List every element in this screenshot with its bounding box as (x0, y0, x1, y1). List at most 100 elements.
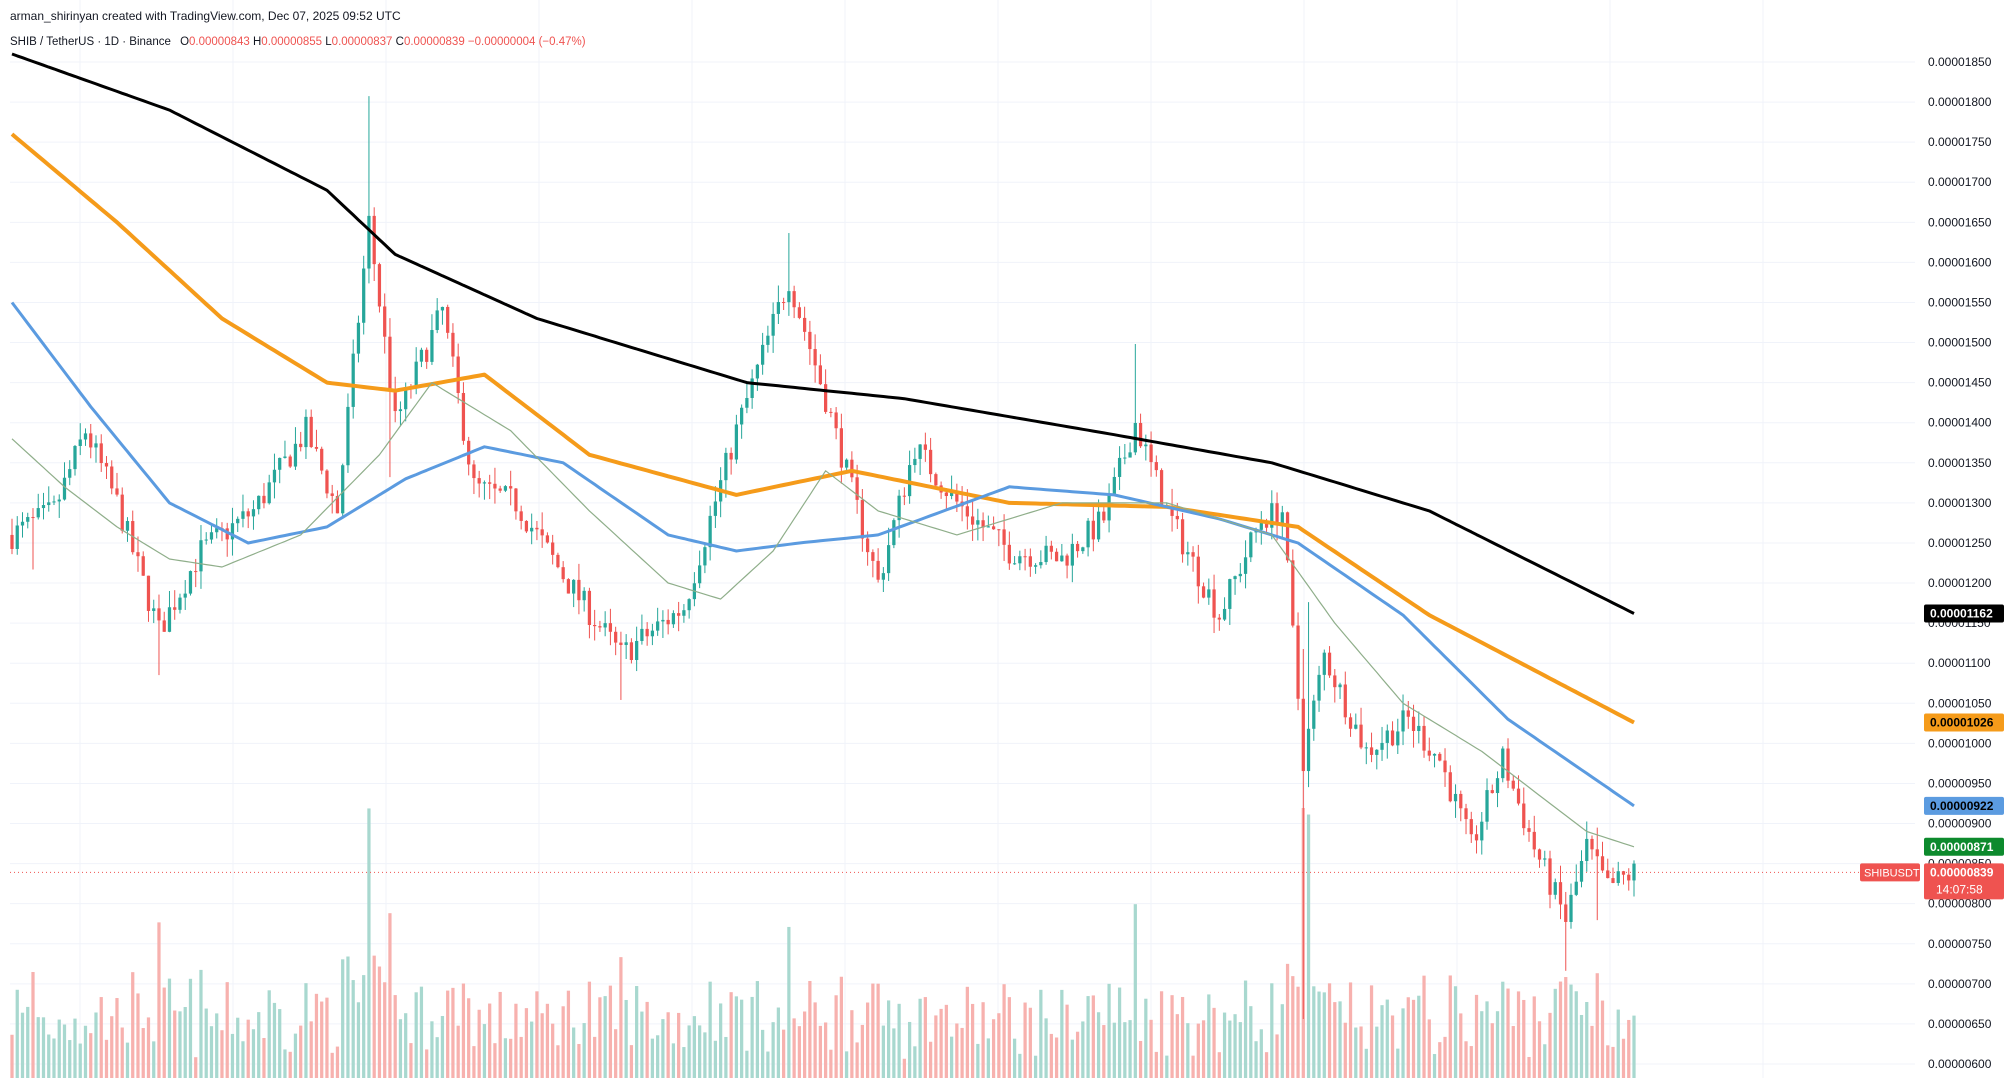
candle-body[interactable] (241, 511, 245, 519)
candle-body[interactable] (724, 452, 728, 481)
candle-body[interactable] (1537, 849, 1542, 860)
candle-body[interactable] (157, 608, 161, 621)
candle-body[interactable] (1448, 772, 1452, 802)
candle-body[interactable] (251, 509, 256, 517)
candle-body[interactable] (1138, 422, 1143, 447)
candle-body[interactable] (115, 488, 119, 495)
candle-body[interactable] (1102, 511, 1106, 521)
candle-body[interactable] (892, 520, 896, 546)
candle-body[interactable] (62, 477, 67, 500)
candle-body[interactable] (1054, 551, 1059, 562)
candle-body[interactable] (346, 406, 350, 466)
candle-body[interactable] (1191, 552, 1195, 557)
candle-body[interactable] (661, 619, 665, 622)
candle-body[interactable] (309, 416, 313, 447)
candle-body[interactable] (871, 552, 875, 561)
candle-body[interactable] (1196, 556, 1200, 587)
candle-body[interactable] (1532, 831, 1536, 850)
candle-body[interactable] (1558, 882, 1563, 905)
candle-body[interactable] (36, 508, 40, 518)
candle-body[interactable] (1506, 748, 1510, 781)
candle-body[interactable] (141, 556, 145, 576)
candle-body[interactable] (545, 535, 550, 543)
candle-body[interactable] (729, 452, 733, 460)
candle-body[interactable] (991, 526, 996, 530)
symbol-line[interactable]: SHIB / TetherUS · 1D · Binance (10, 36, 171, 48)
candle-body[interactable] (656, 621, 660, 631)
candle-body[interactable] (1438, 753, 1442, 761)
candle-body[interactable] (614, 631, 618, 643)
candle-body[interactable] (446, 306, 450, 333)
candle-body[interactable] (304, 416, 308, 448)
candle-body[interactable] (1096, 511, 1101, 540)
candle-body[interactable] (262, 495, 266, 504)
candle-body[interactable] (1039, 562, 1043, 566)
candle-body[interactable] (1343, 684, 1347, 718)
candle-body[interactable] (209, 532, 214, 540)
candle-body[interactable] (844, 459, 849, 468)
candle-body[interactable] (440, 306, 445, 311)
candle-body[interactable] (120, 494, 124, 531)
candle-body[interactable] (435, 310, 439, 331)
candle-body[interactable] (997, 529, 1001, 531)
candle-body[interactable] (740, 407, 744, 425)
candle-body[interactable] (755, 364, 760, 379)
candle-body[interactable] (593, 624, 597, 627)
candle-body[interactable] (1390, 730, 1395, 746)
candle-body[interactable] (325, 470, 329, 494)
candle-body[interactable] (215, 528, 219, 533)
candle-body[interactable] (377, 264, 382, 307)
candle-body[interactable] (839, 428, 843, 468)
candle-body[interactable] (687, 599, 691, 611)
candle-body[interactable] (99, 443, 103, 464)
candle-body[interactable] (792, 291, 796, 308)
candle-body[interactable] (356, 322, 361, 354)
candle-body[interactable] (540, 529, 544, 536)
candle-body[interactable] (650, 630, 655, 637)
candle-body[interactable] (173, 607, 177, 610)
candle-body[interactable] (813, 349, 817, 366)
candle-body[interactable] (803, 317, 807, 332)
candle-body[interactable] (1243, 557, 1248, 574)
candle-body[interactable] (477, 478, 481, 484)
candle-body[interactable] (230, 523, 235, 540)
candle-body[interactable] (860, 499, 864, 539)
candle-body[interactable] (299, 443, 303, 448)
candle-body[interactable] (236, 518, 240, 524)
candle-body[interactable] (1306, 728, 1311, 772)
candle-body[interactable] (582, 590, 586, 601)
candle-body[interactable] (934, 474, 938, 486)
candle-body[interactable] (745, 397, 749, 408)
candle-body[interactable] (451, 332, 455, 357)
candle-body[interactable] (703, 547, 707, 566)
candle-body[interactable] (425, 349, 429, 362)
candle-body[interactable] (1123, 457, 1127, 459)
candle-body[interactable] (1385, 730, 1389, 743)
candle-body[interactable] (199, 540, 203, 572)
candle-body[interactable] (1511, 780, 1515, 789)
candle-body[interactable] (320, 448, 324, 471)
candle-body[interactable] (1553, 882, 1557, 895)
candle-body[interactable] (152, 608, 156, 611)
candle-body[interactable] (1595, 849, 1599, 857)
candle-body[interactable] (1369, 747, 1374, 755)
candle-body[interactable] (776, 302, 781, 314)
candle-body[interactable] (267, 482, 271, 504)
candle-body[interactable] (782, 302, 786, 304)
candle-body[interactable] (1621, 871, 1626, 875)
candle-body[interactable] (530, 527, 534, 532)
candle-body[interactable] (178, 597, 182, 610)
candle-body[interactable] (1443, 760, 1447, 773)
candle-body[interactable] (146, 575, 151, 611)
candle-body[interactable] (551, 542, 555, 555)
candle-body[interactable] (640, 628, 644, 641)
candle-body[interactable] (1333, 675, 1337, 688)
candle-body[interactable] (31, 517, 35, 519)
candle-body[interactable] (1270, 503, 1274, 528)
candle-body[interactable] (509, 486, 513, 489)
candle-body[interactable] (383, 306, 387, 337)
candle-body[interactable] (488, 482, 492, 484)
candle-body[interactable] (1112, 476, 1116, 495)
candle-body[interactable] (1574, 881, 1578, 895)
candle-body[interactable] (398, 409, 403, 412)
